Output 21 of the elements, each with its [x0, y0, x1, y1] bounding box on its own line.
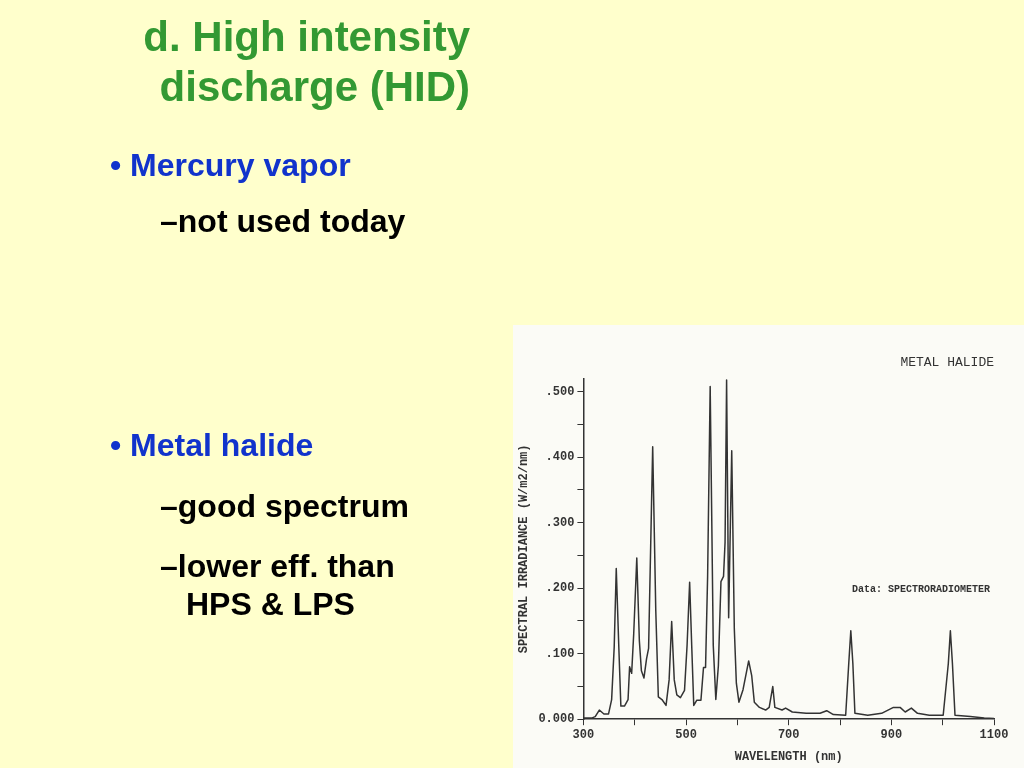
- x-tick-label: 700: [777, 728, 800, 743]
- chart-title: METAL HALIDE: [900, 355, 995, 371]
- text: –good spectrum: [160, 487, 410, 525]
- x-tick-label: 900: [880, 728, 903, 743]
- y-axis-title: SPECTRAL IRRADIANCE (W/m2/nm): [517, 444, 532, 654]
- y-tick-label: 0.000: [538, 712, 575, 727]
- x-tick-label: 1100: [979, 728, 1009, 743]
- annotation: Data: SPECTRORADIOMETER: [852, 583, 992, 597]
- text: –lower eff. than HPS & LPS: [160, 547, 396, 623]
- y-tick-label: .100: [545, 646, 575, 661]
- y-tick-label: .300: [545, 515, 575, 530]
- x-tick-label: 300: [572, 728, 595, 743]
- x-tick-label: 500: [675, 728, 697, 743]
- y-tick-label: .500: [545, 384, 575, 399]
- text: • Metal halide: [110, 427, 314, 464]
- text: d. High intensity discharge (HID): [142, 12, 470, 112]
- y-tick-label: .400: [545, 450, 575, 465]
- y-tick-label: .200: [545, 581, 575, 596]
- x-axis-title: WAVELENGTH (nm): [734, 749, 843, 764]
- text: • Mercury vapor: [110, 147, 351, 184]
- text: –not used today: [160, 202, 407, 240]
